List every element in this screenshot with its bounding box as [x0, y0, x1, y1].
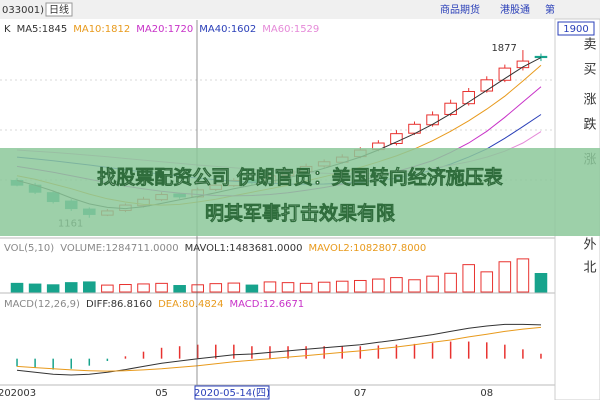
volume-bar [354, 279, 367, 293]
legend-item: MA5:1845 [17, 24, 68, 35]
volume-bar [299, 282, 313, 293]
x-tick-label: 05 [155, 388, 168, 399]
volume-bar [372, 278, 385, 293]
cursor-box [194, 385, 270, 400]
candle-body [534, 55, 548, 59]
volume-bar [209, 283, 223, 293]
legend-item: VOLUME:1284711.0000 [60, 243, 178, 254]
price-label: 1900 [563, 24, 588, 35]
candle-body [480, 79, 494, 92]
volume-bar [281, 282, 295, 293]
volume-bar [462, 264, 475, 293]
legend-item: MA60:1529 [262, 24, 319, 35]
macd-line [16, 323, 542, 376]
sidebar-label: 跌 [583, 117, 596, 133]
x-tick-label: 202003 [0, 388, 36, 399]
max-label: 1877 [491, 43, 516, 54]
cursor-label: 2020-05-14(四) [194, 388, 270, 399]
volume-bar [46, 284, 60, 293]
price-box [557, 21, 595, 36]
legend-item: VOL(5,10) [4, 243, 54, 254]
tab[interactable]: 港股通 [500, 4, 530, 16]
legend-item: MAVOL2:1082807.8000 [308, 243, 426, 254]
volume-bar [390, 277, 403, 293]
banner-line: 明其军事打击效果有限 [205, 202, 395, 225]
sidebar-label: 买 [583, 63, 596, 78]
macd-line [16, 326, 542, 372]
volume-bar [191, 284, 204, 293]
sidebar-label: 北 [583, 261, 596, 276]
volume-bar [245, 284, 259, 293]
volume-bar [480, 271, 494, 293]
volume-bar [498, 261, 512, 293]
candle-body [462, 91, 475, 105]
volume-bar [64, 282, 78, 293]
volume-bar [516, 258, 530, 293]
volume-bar [534, 273, 548, 293]
volume-bar [408, 279, 421, 293]
legend-item: K [4, 24, 11, 35]
sidebar-label: 外 [583, 238, 596, 253]
candle-body [498, 67, 512, 81]
legend-item: MA40:1602 [199, 24, 256, 35]
legend-item: MACD:12.6671 [229, 299, 304, 310]
stock-code: 033001) [2, 5, 44, 16]
volume-bar [263, 281, 277, 293]
volume-bar [28, 283, 42, 293]
volume-bar [173, 285, 186, 293]
volume-bar [101, 284, 114, 293]
banner-line: 找股票配资公司 伊朗官员：美国转向经济施压表 [97, 166, 504, 189]
legend-item: MACD(12,26,9) [4, 299, 80, 310]
candle-body [426, 114, 439, 126]
candle-body [444, 102, 457, 115]
volume-bar [155, 282, 168, 293]
sidebar-label: 卖 [583, 38, 596, 53]
legend-item: MA20:1720 [136, 24, 193, 35]
x-tick-label: 07 [354, 388, 367, 399]
volume-bar [317, 281, 331, 293]
volume-bar [137, 283, 150, 293]
tab[interactable]: 商品期货 [440, 3, 480, 16]
volume-bar [444, 272, 457, 293]
legend-item: MA10:1812 [73, 24, 130, 35]
volume-bar [83, 281, 96, 293]
plot-area: K MA5:1845 MA10:1812 MA20:1720 MA40:1602 MA60… [0, 24, 548, 399]
top-bar [0, 0, 600, 19]
volume-bar [335, 280, 349, 293]
volume-bar [10, 282, 24, 293]
tab[interactable]: 第 [545, 3, 555, 16]
legend-item: MAVOL1:1483681.0000 [185, 243, 303, 254]
legend-item: DEA:80.4824 [158, 299, 223, 310]
candle-body [390, 133, 403, 144]
legend-item: DIFF:86.8160 [86, 299, 152, 310]
x-tick-label: 08 [480, 388, 493, 399]
period-label[interactable]: 日线 [49, 3, 69, 16]
banner [0, 148, 600, 236]
period-button[interactable] [45, 2, 73, 17]
volume-bar [426, 275, 439, 293]
volume-bar [227, 282, 241, 293]
volume-bar [119, 284, 132, 293]
sidebar-label: 涨 [583, 93, 596, 108]
